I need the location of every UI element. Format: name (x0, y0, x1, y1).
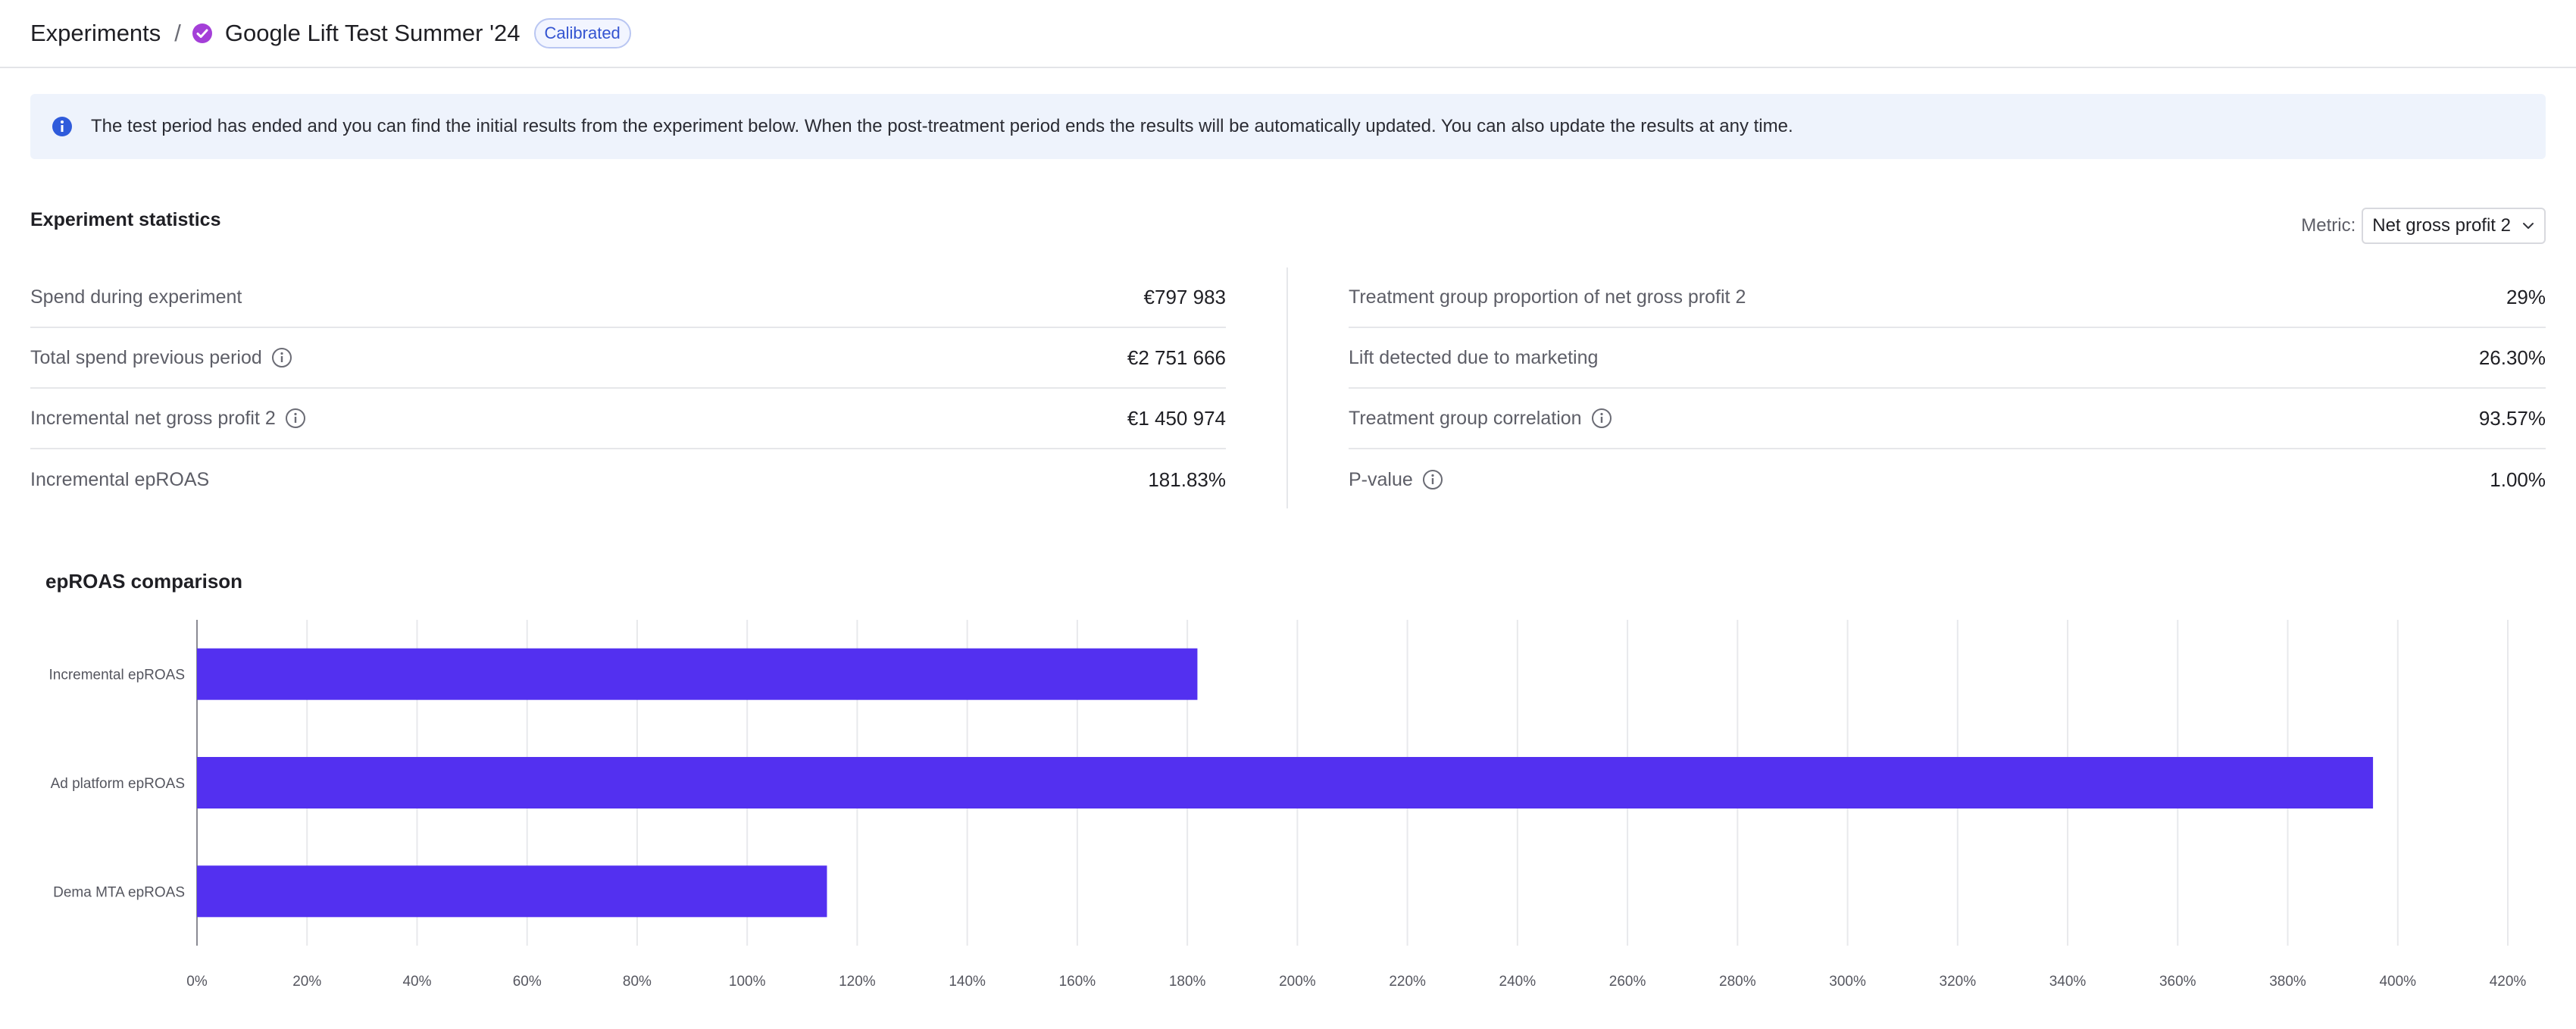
stat-row: P-value 1.00% (1349, 449, 2546, 510)
status-badge: Calibrated (533, 18, 631, 48)
info-icon (52, 116, 73, 137)
stat-value: 29% (2506, 285, 2546, 308)
stat-label: Treatment group correlation (1349, 408, 1612, 430)
stat-label-text: Incremental epROAS (30, 468, 210, 490)
stats-left-column: Spend during experiment €797 983 Total spe… (30, 267, 1226, 510)
category-label: Dema MTA epROAS (53, 884, 185, 900)
info-circle-icon[interactable] (1422, 469, 1443, 490)
stat-label-text: Treatment group correlation (1349, 407, 1582, 429)
stat-label: Lift detected due to marketing (1349, 347, 1598, 369)
chevron-down-icon (2521, 219, 2535, 233)
x-tick-label: 380% (2269, 974, 2306, 990)
experiment-statistics-title: Experiment statistics (30, 209, 221, 230)
breadcrumb-experiments-link[interactable]: Experiments (30, 20, 161, 46)
metric-dropdown[interactable]: Net gross profit 2 (2362, 208, 2546, 244)
x-tick-label: 120% (839, 974, 876, 990)
bar (197, 757, 2374, 808)
x-tick-label: 180% (1169, 974, 1206, 990)
stat-row: Total spend previous period €2 751 666 (30, 328, 1226, 389)
stat-label: Treatment group proportion of net gross … (1349, 286, 1746, 308)
stat-label: P-value (1349, 469, 1443, 491)
bar (197, 865, 827, 918)
stat-label: Total spend previous period (30, 347, 292, 369)
stat-value: €1 450 974 (1127, 406, 1226, 430)
x-tick-label: 360% (2159, 974, 2196, 990)
stat-label-text: Spend during experiment (30, 286, 242, 308)
stat-row: Treatment group correlation 93.57% (1349, 389, 2546, 449)
stat-value: €2 751 666 (1127, 346, 1226, 369)
stat-label-text: Incremental net gross profit 2 (30, 407, 276, 429)
x-tick-label: 220% (1389, 974, 1426, 990)
x-tick-label: 200% (1279, 974, 1316, 990)
stat-row: Incremental epROAS 181.83% (30, 449, 1226, 510)
eproas-comparison-chart: 0% 20% 40% 60% 80% 100% 120% 140% 160% 180% 200% 22… (48, 620, 2527, 990)
x-tick-label: 140% (949, 974, 986, 990)
stat-label-text: Treatment group proportion of net gross … (1349, 286, 1746, 308)
stat-value: 26.30% (2478, 346, 2546, 369)
stat-label: Incremental net gross profit 2 (30, 408, 306, 430)
x-tick-label: 420% (2490, 974, 2527, 990)
x-tick-label: 320% (1940, 974, 1977, 990)
breadcrumb-separator: / (174, 20, 181, 46)
info-circle-icon[interactable] (271, 347, 292, 368)
bar (197, 648, 1198, 700)
page-title: Google Lift Test Summer '24 (224, 20, 521, 46)
stats-column-divider (1286, 267, 1288, 508)
stat-label-text: Total spend previous period (30, 346, 262, 368)
x-tick-label: 60% (513, 974, 542, 990)
info-circle-icon[interactable] (285, 408, 306, 429)
metric-selector: Metric: Net gross profit 2 (2301, 208, 2546, 244)
x-tick-label: 160% (1059, 974, 1096, 990)
x-tick-label: 400% (2379, 974, 2416, 990)
stat-row: Treatment group proportion of net gross … (1349, 267, 2546, 328)
metric-dropdown-value: Net gross profit 2 (2372, 215, 2511, 236)
stat-label-text: P-value (1349, 468, 1413, 490)
x-tick-label: 100% (729, 974, 766, 990)
stat-value: €797 983 (1143, 285, 1226, 308)
x-tick-label: 240% (1499, 974, 1537, 990)
info-circle-icon[interactable] (1591, 408, 1612, 429)
check-circle-icon (192, 23, 213, 44)
x-tick-label: 260% (1609, 974, 1646, 990)
info-banner: The test period has ended and you can fi… (30, 94, 2546, 159)
stat-label: Spend during experiment (30, 286, 242, 308)
stat-row: Spend during experiment €797 983 (30, 267, 1226, 328)
category-label: Incremental epROAS (48, 668, 185, 683)
stat-row: Lift detected due to marketing 26.30% (1349, 328, 2546, 389)
stat-row: Incremental net gross profit 2 €1 450 974 (30, 389, 1226, 449)
stat-value: 181.83% (1148, 468, 1226, 491)
stat-label: Incremental epROAS (30, 469, 209, 491)
info-banner-text: The test period has ended and you can fi… (91, 116, 1793, 136)
x-tick-label: 340% (2049, 974, 2087, 990)
page-header: Experiments / Google Lift Test Summer '2… (0, 0, 2576, 68)
x-tick-label: 20% (292, 974, 321, 990)
stat-value: 93.57% (2478, 406, 2546, 430)
x-tick-label: 80% (623, 974, 652, 990)
chart-title: epROAS comparison (45, 570, 243, 593)
x-tick-label: 40% (402, 974, 431, 990)
metric-label: Metric: (2301, 215, 2356, 236)
stats-right-column: Treatment group proportion of net gross … (1349, 267, 2546, 510)
x-tick-label: 280% (1719, 974, 1756, 990)
stat-label-text: Lift detected due to marketing (1349, 346, 1599, 368)
stat-value: 1.00% (2490, 468, 2546, 491)
x-tick-label: 0% (186, 974, 208, 990)
category-label: Ad platform epROAS (51, 776, 185, 792)
x-tick-label: 300% (1829, 974, 1866, 990)
